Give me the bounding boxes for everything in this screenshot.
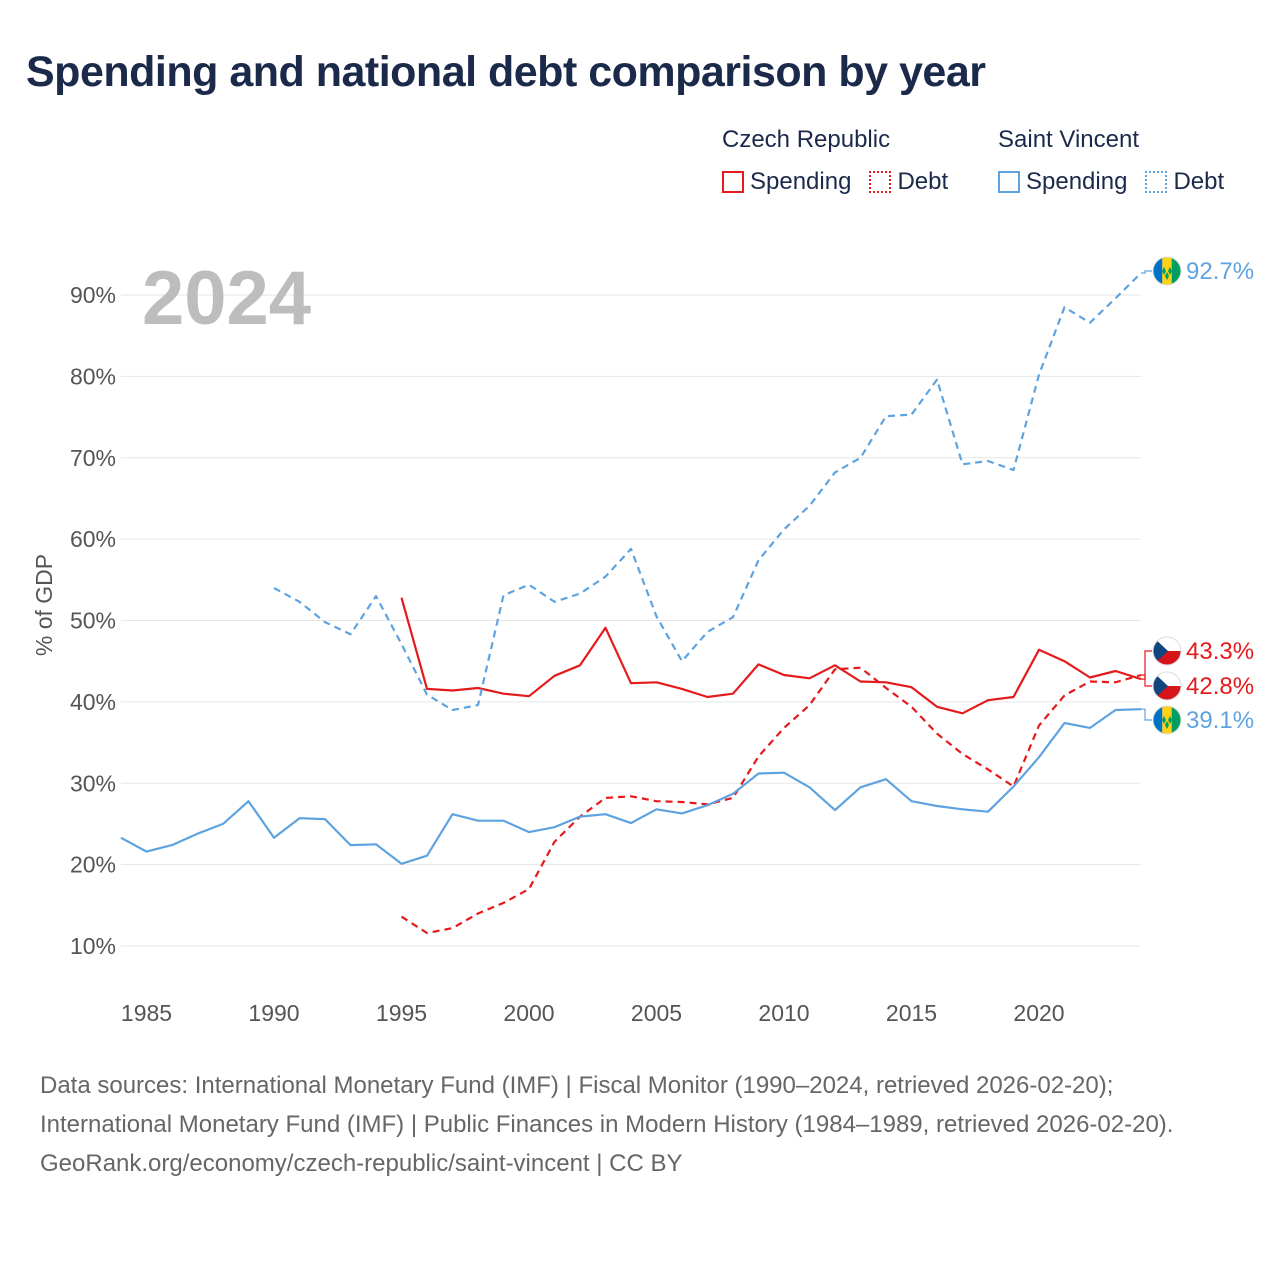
gridlines (121, 294, 1141, 947)
legend-swatch-solid (722, 171, 744, 193)
legend-label: Debt (897, 168, 949, 195)
y-tick-label: 10% (70, 933, 116, 959)
legend-label: Spending (750, 168, 852, 195)
czech-flag-icon (1152, 671, 1182, 701)
series-line-saint-vincent-debt[interactable] (273, 272, 1142, 712)
series-line-czech-republic-debt[interactable] (400, 666, 1142, 935)
y-tick-label: 20% (70, 852, 116, 878)
legend-czech-debt[interactable]: Debt (869, 168, 948, 196)
end-value-label: 43.3% (1186, 638, 1254, 665)
legend-label: Debt (1173, 168, 1225, 195)
legend-swatch-solid (998, 171, 1020, 193)
y-tick-label: 70% (70, 445, 116, 471)
legend-label: Spending (1026, 168, 1128, 195)
data-sources: Data sources: International Monetary Fun… (40, 1072, 1174, 1138)
series-line-saint-vincent-spending[interactable] (120, 708, 1142, 865)
legend-swatch-dotted (1145, 171, 1168, 193)
czech-flag-icon (1152, 636, 1182, 666)
legend-group-title: Saint Vincent (998, 126, 1139, 153)
end-label-connector (1141, 270, 1152, 274)
x-tick-label: 2015 (886, 1000, 937, 1026)
chart-title: Spending and national debt comparison by… (26, 48, 986, 96)
end-value-label: 92.7% (1186, 258, 1254, 285)
legend-saint-vincent-debt[interactable]: Debt (1145, 168, 1224, 196)
year-label: 2024 (142, 256, 311, 341)
y-axis-ticks: 10% 20% 30% 40% 50% 60% 70% 80% 90% (70, 282, 116, 959)
x-axis-ticks: 1985 1990 1995 2000 2005 2010 2015 2020 (121, 1000, 1065, 1026)
y-tick-label: 40% (70, 689, 116, 715)
credit-link[interactable]: GeoRank.org/economy/czech-republic/saint… (40, 1150, 683, 1177)
footer: Data sources: International Monetary Fun… (40, 1066, 1240, 1183)
legend-group-title: Czech Republic (722, 126, 891, 153)
end-label-connector (1141, 650, 1152, 680)
y-tick-label: 50% (70, 608, 116, 634)
x-tick-label: 2020 (1013, 1000, 1064, 1026)
end-labels: 92.7% 43.3% 42.8% 39.1% (1141, 256, 1254, 735)
end-value-label: 42.8% (1186, 673, 1254, 700)
legend-swatch-dotted (869, 171, 892, 193)
x-tick-label: 1990 (248, 1000, 299, 1026)
legend-saint-vincent-spending[interactable]: Spending (998, 168, 1127, 196)
x-tick-label: 2005 (631, 1000, 682, 1026)
series-lines (120, 272, 1142, 935)
x-tick-label: 1995 (376, 1000, 427, 1026)
y-axis-label: % of GDP (31, 554, 57, 656)
legend-czech-spending[interactable]: Spending (722, 168, 851, 196)
legend-saint-vincent: Saint Vincent Spending Debt (998, 124, 1242, 196)
y-tick-label: 80% (70, 363, 116, 389)
end-value-label: 39.1% (1186, 707, 1254, 734)
saint-vincent-flag-icon (1152, 705, 1182, 735)
saint-vincent-flag-icon (1152, 256, 1182, 286)
x-tick-label: 2010 (758, 1000, 809, 1026)
x-tick-label: 1985 (121, 1000, 172, 1026)
y-tick-label: 30% (70, 770, 116, 796)
series-line-czech-republic-spending[interactable] (400, 597, 1142, 715)
end-label-connector (1141, 674, 1152, 687)
x-tick-label: 2000 (503, 1000, 554, 1026)
y-tick-label: 60% (70, 526, 116, 552)
y-tick-label: 90% (70, 282, 116, 308)
line-chart: 10% 20% 30% 40% 50% 60% 70% 80% 90% 1985 1990 1995… (31, 256, 1254, 1026)
end-label-connector (1141, 708, 1152, 721)
legend-czech-republic: Czech Republic Spending Debt (722, 124, 966, 196)
